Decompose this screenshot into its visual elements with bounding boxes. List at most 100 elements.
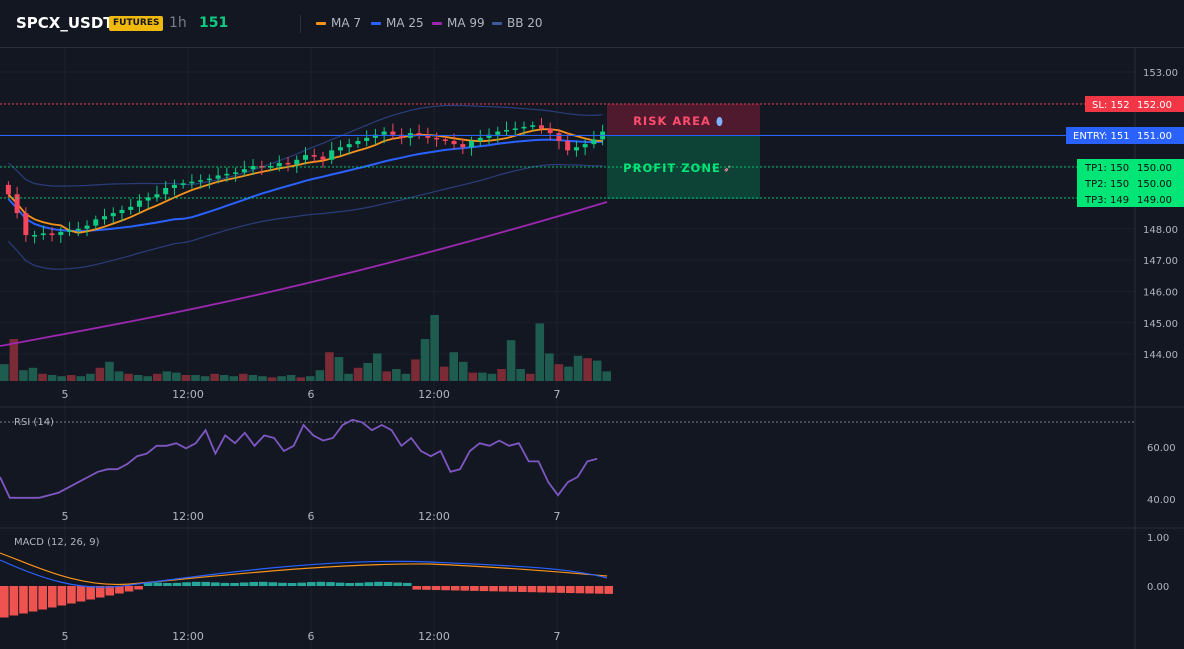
candle-body [372, 134, 378, 138]
futures-badge: FUTURES [109, 16, 164, 31]
macd-bar [470, 586, 479, 591]
tp3-tag[interactable]: TP3: 149 149.00 [1077, 191, 1184, 207]
sl-tag-price: 152.00 [1137, 100, 1172, 111]
candle-body [67, 230, 73, 232]
volume-bar [267, 377, 277, 381]
tp1-tag[interactable]: TP1: 150 150.00 [1077, 159, 1184, 175]
tp2-tag[interactable]: TP2: 150 150.00 [1077, 175, 1184, 191]
candle-body [311, 155, 317, 157]
candle-body [110, 213, 116, 217]
bb-lower [7, 163, 603, 270]
candle-body [460, 144, 466, 148]
timeframe-selector[interactable]: 1h [169, 15, 187, 31]
volume-bar [239, 373, 248, 381]
sl-tag[interactable]: SL: 152 152.00 [1085, 96, 1184, 112]
macd-bar [307, 582, 316, 586]
volume-bar [592, 360, 602, 381]
time-axis-label: 6 [308, 510, 315, 523]
macd-bar [249, 581, 259, 586]
volume-bar [162, 371, 172, 381]
legend-ma99[interactable]: MA 99 [432, 16, 485, 30]
macd-bar [19, 586, 28, 614]
time-axis-label: 12:00 [172, 630, 204, 643]
chart-canvas[interactable]: RISK AREA ⬮ PROFIT ZONE ➶ 153.00 152.00 15… [0, 48, 1184, 649]
macd-bar [585, 586, 594, 594]
legend-ma7[interactable]: MA 7 [316, 16, 361, 30]
rsi-pane[interactable]: RSI (14) 60.00 40.00 5 12:00 6 12:00 7 [0, 417, 1176, 523]
macd-bar [450, 586, 460, 591]
time-axis-label: 5 [62, 630, 69, 643]
volume-bar [506, 340, 516, 381]
volume-bar [95, 367, 105, 381]
macd-bar [287, 582, 297, 586]
volume-bar [554, 364, 564, 381]
legend-ma7-label: MA 7 [331, 16, 362, 30]
volume-bar [86, 373, 95, 381]
rocket-icon: ➶ [723, 162, 732, 175]
macd-bar [412, 586, 422, 590]
tp2-tag-price: 150.00 [1137, 179, 1172, 190]
candle-body [40, 233, 46, 236]
macd-bar [105, 586, 115, 596]
macd-bar [297, 582, 306, 586]
candle-body [233, 172, 239, 174]
macd-pane[interactable]: MACD (12, 26, 9) 1.00 0.00 5 12:00 6 12:00 7 [0, 533, 1169, 643]
ma99-line [0, 201, 608, 347]
macd-bar [211, 582, 220, 586]
macd-bar [9, 586, 19, 616]
macd-bar [28, 586, 38, 612]
candle-body [451, 140, 457, 145]
candle-body [250, 166, 256, 170]
candle-body [241, 169, 247, 173]
candle-body [364, 137, 370, 141]
candle-body [5, 184, 11, 195]
risk-area-zone [607, 104, 760, 136]
price-pane[interactable]: RISK AREA ⬮ PROFIT ZONE ➶ 153.00 152.00 15… [0, 48, 1184, 649]
volume-bar [47, 375, 57, 381]
macd-line [0, 559, 608, 588]
candle-body [442, 139, 448, 141]
macd-bar [604, 586, 613, 594]
macd-bar [335, 582, 345, 586]
volume-bar [0, 364, 9, 381]
candle-body [486, 134, 492, 138]
ma99-path [0, 201, 608, 347]
macd-bar [489, 586, 498, 592]
legend-ma25[interactable]: MA 25 [371, 16, 424, 30]
volume-bar [525, 373, 535, 381]
rsi-axis-label-40: 40.00 [1147, 495, 1176, 506]
volume-bar [401, 373, 411, 381]
shield-icon: ⬮ [716, 115, 723, 128]
candle-body [399, 134, 405, 138]
macd-bar [191, 581, 201, 586]
candle-body [303, 155, 308, 160]
candle-body [565, 140, 571, 151]
candle-body [224, 173, 230, 176]
macd-bar [268, 582, 278, 586]
legend-bb20[interactable]: BB 20 [492, 16, 543, 30]
volume-bar [172, 372, 181, 381]
volume-bar [564, 366, 573, 381]
macd-bar [441, 586, 450, 591]
candle-body [512, 128, 518, 130]
macd-bar [239, 582, 249, 586]
time-axis-rsi: 5 12:00 6 12:00 7 [62, 510, 561, 523]
candle-body [469, 140, 475, 148]
time-axis-label: 12:00 [172, 388, 204, 401]
candle-body [145, 197, 151, 201]
entry-tag[interactable]: ENTRY: 151 151.00 [1066, 127, 1184, 144]
candle-body [198, 180, 204, 182]
candle-body [75, 228, 81, 231]
time-axis-label: 7 [554, 510, 561, 523]
volume-bar [487, 373, 497, 381]
volume-bar [420, 339, 430, 381]
macd-bar [259, 581, 268, 586]
macd-bar [172, 582, 182, 586]
volume-bar [602, 371, 611, 381]
volume-bar [57, 376, 66, 381]
symbol-label[interactable]: SPCX_USDT [16, 14, 114, 32]
candle-body [58, 231, 64, 236]
candle-body [285, 162, 291, 165]
volume-bar [497, 369, 506, 381]
macd-bar [67, 586, 76, 604]
